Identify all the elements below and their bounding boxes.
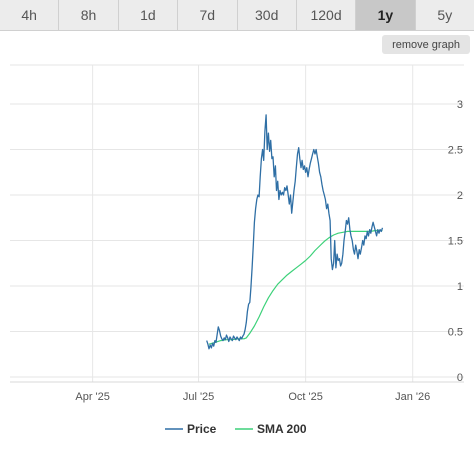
- y-tick-label: 1: [457, 281, 463, 293]
- y-tick-label: 0: [457, 372, 463, 384]
- tab-1d[interactable]: 1d: [118, 0, 179, 30]
- legend-label-price: Price: [187, 422, 217, 436]
- tab-1y[interactable]: 1y: [356, 0, 416, 30]
- axes: 0 0.5 1 1.5 2 2.5 3 Apr '25 Jul '25 Oct '25 Jan '2…: [75, 99, 463, 403]
- remove-graph-button[interactable]: remove graph: [382, 35, 470, 54]
- timeframe-tabs: 4h 8h 1d 7d 30d 120d 1y 5y: [0, 0, 474, 31]
- sma-series: [208, 229, 383, 345]
- x-tick-label: Jan '26: [395, 391, 430, 403]
- price-series: [206, 114, 384, 350]
- grid: [10, 64, 464, 383]
- y-tick-label: 0.5: [448, 327, 463, 339]
- y-tick-label: 3: [457, 99, 463, 111]
- tab-120d[interactable]: 120d: [296, 0, 357, 30]
- tab-30d[interactable]: 30d: [237, 0, 297, 30]
- x-tick-label: Jul '25: [183, 391, 214, 403]
- tab-7d[interactable]: 7d: [178, 0, 238, 30]
- price-line: [206, 114, 384, 350]
- tab-4h[interactable]: 4h: [0, 0, 60, 30]
- legend[interactable]: Price SMA 200: [165, 422, 307, 436]
- y-tick-label: 1.5: [448, 236, 463, 248]
- legend-label-sma-200: SMA 200: [257, 422, 307, 436]
- y-tick-label: 2: [457, 190, 463, 202]
- x-tick-label: Apr '25: [75, 391, 110, 403]
- sma-200-line: [208, 229, 383, 345]
- x-tick-label: Oct '25: [288, 391, 323, 403]
- y-tick-label: 2.5: [448, 145, 463, 157]
- tab-8h[interactable]: 8h: [59, 0, 119, 30]
- tab-5y[interactable]: 5y: [415, 0, 474, 30]
